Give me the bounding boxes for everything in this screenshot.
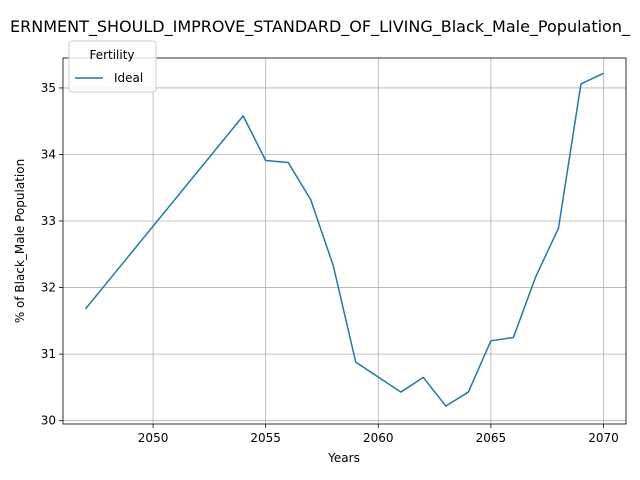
x-axis-ticks: 2050 2055 2060 2065 2070 bbox=[138, 424, 619, 445]
series-lines bbox=[84, 72, 604, 407]
y-tick-label: 33 bbox=[41, 214, 56, 228]
x-tick-label: 2070 bbox=[588, 431, 619, 445]
x-tick-label: 2060 bbox=[363, 431, 394, 445]
x-axis-label: Years bbox=[327, 451, 360, 465]
legend-title: Fertility bbox=[89, 48, 134, 62]
y-tick-label: 35 bbox=[41, 81, 56, 95]
chart-title: ERNMENT_SHOULD_IMPROVE_STANDARD_OF_LIVIN… bbox=[10, 17, 631, 37]
legend-box bbox=[68, 40, 157, 93]
x-tick-label: 2065 bbox=[476, 431, 507, 445]
x-tick-label: 2055 bbox=[250, 431, 281, 445]
y-tick-label: 30 bbox=[41, 414, 56, 428]
y-tick-label: 32 bbox=[41, 281, 56, 295]
y-tick-label: 31 bbox=[41, 347, 56, 361]
y-axis-label: % of Black_Male Population bbox=[13, 159, 27, 323]
y-tick-label: 34 bbox=[41, 147, 56, 161]
legend: Fertility Ideal bbox=[68, 40, 157, 93]
legend-entry-ideal: Ideal bbox=[114, 71, 143, 85]
series-line-ideal bbox=[84, 72, 604, 407]
y-axis-ticks: 30 31 32 33 34 35 bbox=[41, 81, 63, 428]
plot-frame bbox=[62, 57, 627, 425]
grid-lines bbox=[63, 58, 626, 424]
x-tick-label: 2050 bbox=[138, 431, 169, 445]
